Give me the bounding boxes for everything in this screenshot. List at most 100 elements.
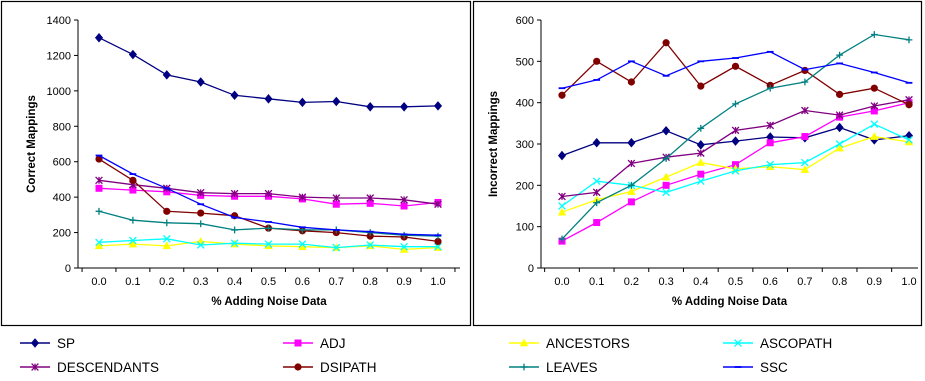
incorrect-point-ascopath: [662, 188, 670, 197]
correct-x-tick-label: 0.6: [295, 276, 310, 288]
incorrect-series-ascopath: [558, 120, 913, 210]
incorrect-y-tick-label: 0: [528, 263, 534, 275]
incorrect-mappings-chart: 0 100 200 300 400 500 600 0.0 0.1 0.2 0.3 0.4 0.5 0.6…: [488, 15, 918, 308]
incorrect-x-tick-label: 0.7: [797, 276, 812, 288]
correct-point-sp: [264, 94, 273, 104]
incorrect-point-dsipath: [662, 39, 670, 47]
correct-y-tick-label: 200: [53, 228, 71, 240]
correct-x-tick-label: 0.1: [125, 276, 140, 288]
incorrect-point-descendants: [870, 102, 879, 110]
correct-point-sp: [196, 77, 205, 87]
incorrect-point-ascopath: [801, 158, 809, 167]
correct-point-sp: [94, 32, 104, 43]
incorrect-point-ascopath: [731, 167, 740, 175]
incorrect-y-tick-label: 600: [516, 15, 534, 27]
correct-y-tick-label: 1400: [47, 15, 71, 27]
correct-point-descendants: [434, 200, 442, 209]
incorrect-point-dsipath: [593, 57, 601, 65]
correct-series-sp: [94, 32, 443, 112]
incorrect-point-dsipath: [836, 90, 844, 99]
correct-y-tick-label: 1200: [47, 50, 71, 62]
incorrect-point-descendants: [766, 121, 775, 130]
incorrect-point-descendants: [558, 192, 566, 201]
incorrect-point-dsipath: [697, 82, 705, 90]
incorrect-y-tick-label: 400: [516, 98, 534, 110]
incorrect-x-tick-label: 1.0: [901, 276, 916, 288]
incorrect-x-tick-label: 0.8: [832, 276, 847, 288]
correct-point-descendants: [196, 188, 205, 197]
incorrect-point-ancestors: [627, 187, 636, 195]
incorrect-point-descendants: [627, 159, 636, 168]
incorrect-y-axis-title: Incorrect Mappings: [488, 91, 500, 197]
legend-marker-leaves: [520, 363, 528, 371]
incorrect-series-ssc: [558, 50, 913, 90]
correct-y-tick-label: 800: [53, 121, 71, 133]
legend-item-ascopath: ASCOPATH: [723, 336, 832, 351]
incorrect-point-ascopath: [558, 202, 566, 210]
incorrect-point-descendants: [731, 126, 740, 135]
correct-point-adj: [332, 200, 340, 208]
incorrect-point-sp: [627, 137, 636, 148]
correct-point-sp: [230, 90, 239, 101]
correct-y-tick-label: 0: [65, 263, 71, 275]
correct-point-leaves: [95, 207, 103, 215]
incorrect-point-adj: [593, 219, 601, 227]
correct-point-dsipath: [163, 207, 171, 215]
correct-point-ancestors: [128, 239, 138, 248]
correct-point-leaves: [265, 224, 272, 232]
incorrect-point-leaves: [905, 36, 913, 44]
incorrect-point-ancestors: [835, 143, 844, 152]
legend-label-dsipath: DSIPATH: [320, 360, 377, 375]
legend-marker-adj: [294, 339, 302, 347]
incorrect-x-tick-label: 0.9: [867, 276, 882, 288]
incorrect-point-descendants: [696, 149, 705, 157]
legend-label-descendants: DESCENDANTS: [57, 360, 159, 375]
incorrect-point-leaves: [870, 31, 878, 38]
correct-x-tick-label: 1.0: [430, 276, 445, 288]
correct-x-tick-label: 0.3: [193, 276, 208, 288]
incorrect-x-tick-label: 0.6: [763, 276, 778, 288]
incorrect-point-dsipath: [627, 78, 636, 86]
correct-x-tick-label: 0.4: [227, 276, 242, 288]
incorrect-point-leaves: [697, 124, 705, 132]
incorrect-point-leaves: [628, 181, 635, 189]
legend: SP ADJ ANCESTORS ASCOPATH DESCENDANTS DSIPATH…: [20, 336, 832, 375]
correct-point-descendants: [264, 189, 273, 198]
correct-x-tick-label: 0.9: [396, 276, 411, 288]
legend-label-ancestors: ANCESTORS: [546, 336, 630, 351]
legend-marker-ascopath: [734, 339, 742, 347]
legend-label-ssc: SSC: [760, 360, 788, 375]
correct-point-ascopath: [95, 238, 103, 247]
legend-item-sp: SP: [20, 336, 75, 351]
correct-point-sp: [332, 96, 341, 107]
incorrect-point-sp: [731, 136, 740, 146]
correct-point-adj: [400, 202, 408, 210]
incorrect-point-adj: [801, 133, 809, 141]
correct-series-ssc: [95, 154, 442, 237]
correct-point-ascopath: [162, 234, 171, 243]
incorrect-point-descendants: [592, 188, 601, 197]
legend-item-descendants: DESCENDANTS: [20, 360, 159, 375]
correct-point-descendants: [230, 189, 239, 198]
correct-point-sp: [400, 102, 409, 112]
correct-point-ascopath: [264, 240, 273, 248]
incorrect-x-tick-label: 0.2: [624, 276, 639, 288]
incorrect-point-descendants: [835, 111, 844, 119]
incorrect-point-adj: [662, 181, 670, 189]
incorrect-point-adj: [697, 170, 705, 178]
incorrect-point-leaves: [732, 100, 739, 108]
correct-point-sp: [162, 70, 171, 80]
correct-mappings-chart: 0 200 400 600 800 1000 1200 1400 0.0 0.1 0.2 0.3 0.4…: [26, 15, 460, 308]
incorrect-point-adj: [766, 139, 774, 147]
correct-point-ascopath: [196, 241, 205, 249]
correct-point-descendants: [366, 194, 375, 202]
correct-y-axis-title: Correct Mappings: [26, 95, 38, 193]
incorrect-series-dsipath: [558, 39, 913, 109]
correct-point-descendants: [332, 194, 341, 202]
legend-marker-ancestors: [519, 338, 529, 347]
correct-point-dsipath: [197, 209, 205, 217]
incorrect-point-leaves: [558, 235, 566, 243]
legend-marker-dsipath: [294, 363, 302, 371]
legend-label-adj: ADJ: [320, 336, 346, 351]
incorrect-x-tick-label: 0.3: [658, 276, 673, 288]
